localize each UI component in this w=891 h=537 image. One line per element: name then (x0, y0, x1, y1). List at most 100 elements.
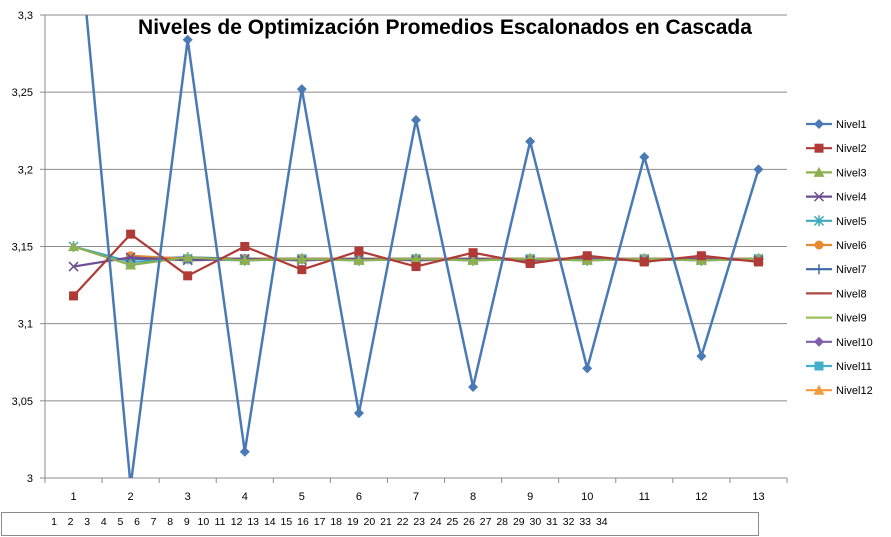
legend-label: Nivel7 (836, 264, 867, 276)
secondary-tick-label: 8 (167, 516, 173, 528)
secondary-tick-label: 21 (380, 516, 392, 528)
secondary-tick-label: 24 (430, 516, 442, 528)
legend-label: Nivel12 (836, 385, 873, 397)
data-point (814, 361, 824, 371)
data-point (182, 251, 194, 262)
x-tick-label: 7 (413, 491, 419, 503)
legend-item: Nivel3 (806, 166, 867, 179)
secondary-tick-label: 14 (264, 516, 276, 528)
secondary-tick-label: 4 (101, 516, 107, 528)
data-point (125, 259, 137, 270)
x-tick-label: 10 (581, 491, 593, 503)
data-point (182, 34, 193, 45)
secondary-tick-label: 33 (579, 516, 591, 528)
data-point (813, 191, 825, 202)
data-point (814, 119, 824, 129)
legend-item: Nivel4 (806, 191, 867, 204)
secondary-tick-label: 23 (413, 516, 425, 528)
y-tick-label: 3,25 (12, 87, 33, 99)
y-tick-label: 3,2 (18, 164, 33, 176)
data-point (753, 257, 763, 267)
data-point (813, 215, 825, 227)
data-point (582, 251, 592, 261)
secondary-tick-label: 22 (397, 516, 409, 528)
secondary-tick-label: 27 (480, 516, 492, 528)
y-tick-label: 3 (27, 473, 33, 485)
legend-item: Nivel9 (806, 313, 867, 325)
data-point (525, 136, 536, 147)
data-point (814, 240, 824, 250)
secondary-tick-label: 28 (496, 516, 508, 528)
secondary-tick-label: 26 (463, 516, 475, 528)
x-tick-label: 5 (299, 491, 305, 503)
legend-label: Nivel1 (836, 119, 867, 131)
y-tick-label: 3,1 (18, 319, 33, 331)
secondary-tick-label: 34 (596, 516, 608, 528)
legend-label: Nivel8 (836, 288, 867, 300)
legend-item: Nivel5 (806, 215, 867, 228)
secondary-tick-label: 25 (447, 516, 459, 528)
secondary-tick-label: 30 (530, 516, 542, 528)
data-point (353, 408, 364, 419)
data-point (297, 265, 307, 275)
x-tick-label: 3 (185, 491, 191, 503)
legend-item: Nivel2 (806, 143, 867, 155)
secondary-tick-label: 20 (364, 516, 376, 528)
data-point (696, 251, 706, 261)
legend-item: Nivel8 (806, 288, 867, 300)
data-point (296, 84, 307, 95)
data-point (696, 351, 707, 362)
legend-item: Nivel1 (806, 119, 867, 131)
x-tick-label: 13 (752, 491, 764, 503)
data-point (525, 258, 535, 268)
x-tick-label: 11 (639, 491, 650, 503)
secondary-tick-label: 6 (134, 516, 140, 528)
secondary-tick-label: 5 (117, 516, 123, 528)
x-tick-label: 6 (356, 491, 362, 503)
secondary-tick-label: 11 (215, 516, 226, 528)
data-point (814, 336, 824, 347)
data-point (467, 254, 479, 265)
secondary-axis-box (1, 512, 759, 536)
data-point (353, 254, 365, 265)
legend-item: Nivel6 (806, 240, 867, 252)
data-point (814, 143, 824, 153)
data-point (239, 446, 250, 457)
data-point (125, 252, 136, 263)
data-point (183, 271, 193, 281)
legend-label: Nivel10 (836, 337, 873, 349)
x-tick-label: 2 (128, 491, 134, 503)
secondary-tick-label: 13 (247, 516, 259, 528)
x-tick-label: 1 (70, 491, 76, 503)
series-nivel2 (69, 229, 763, 301)
series-nivel1 (85, 15, 764, 478)
data-point (69, 291, 79, 301)
data-point (468, 248, 478, 258)
data-point (639, 151, 650, 162)
data-point (814, 264, 824, 275)
secondary-tick-label: 31 (546, 516, 558, 528)
data-point (639, 257, 649, 267)
legend-item: Nivel10 (806, 336, 873, 349)
x-tick-label: 8 (470, 491, 476, 503)
y-tick-labels: 3 3,05 3,1 3,15 3,2 3,25 3,3 (12, 10, 33, 485)
data-point (753, 164, 764, 175)
x-tick-label: 9 (527, 491, 533, 503)
data-point (468, 381, 479, 392)
y-tick-label: 3,15 (12, 242, 33, 254)
secondary-tick-label: 32 (563, 516, 575, 528)
legend-label: Nivel4 (836, 192, 867, 204)
legend-label: Nivel11 (836, 361, 872, 373)
data-point (354, 246, 364, 256)
secondary-tick-label: 15 (281, 516, 293, 528)
data-point (68, 261, 79, 272)
data-point (582, 363, 593, 374)
y-tick-label: 3,05 (12, 396, 33, 408)
data-point (68, 241, 80, 251)
secondary-tick-label: 12 (231, 516, 243, 528)
secondary-tick-label: 7 (151, 516, 157, 528)
legend-label: Nivel2 (836, 143, 867, 155)
data-point (411, 262, 421, 272)
